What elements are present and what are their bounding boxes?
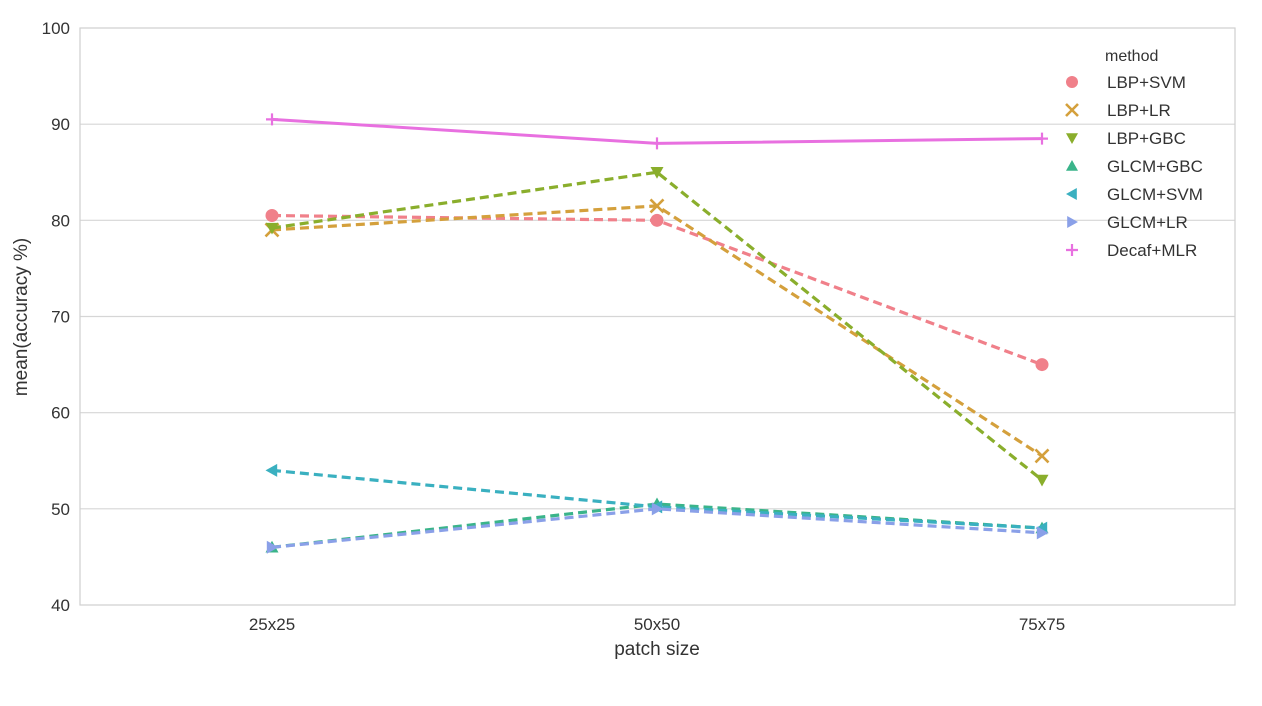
data-point xyxy=(266,540,279,554)
y-axis-ticks: 40 50 60 70 80 90 100 xyxy=(42,19,70,615)
data-point xyxy=(650,167,664,179)
legend-item: Decaf+MLR xyxy=(1066,241,1197,260)
legend-marker xyxy=(1066,76,1078,88)
legend-label: LBP+GBC xyxy=(1107,129,1186,148)
data-point xyxy=(1036,132,1048,145)
x-axis-ticks: 25x25 50x50 75x75 xyxy=(249,615,1065,634)
series-lbp-gbc xyxy=(265,167,1049,487)
legend-item: LBP+SVM xyxy=(1066,73,1186,92)
data-point xyxy=(265,222,279,235)
series-line xyxy=(271,213,1043,367)
x-tick-label: 25x25 xyxy=(249,615,295,634)
series-layer xyxy=(264,113,1050,554)
series-lbp-svm xyxy=(265,209,1049,372)
legend-item: LBP+LR xyxy=(1065,101,1171,120)
y-tick-label: 50 xyxy=(51,500,70,519)
data-point xyxy=(1034,448,1050,464)
legend-title: method xyxy=(1105,48,1158,65)
plot-area xyxy=(79,27,1236,606)
legend-marker xyxy=(1066,244,1078,256)
legend-items: LBP+SVM LBP+LR LBP+GBC GLCM+GBC GLCM+SVM GLCM… xyxy=(1065,73,1203,260)
data-point xyxy=(1035,474,1049,487)
series-line xyxy=(271,204,1043,458)
legend-marker xyxy=(1066,133,1078,144)
legend-label: LBP+LR xyxy=(1107,101,1171,120)
data-point xyxy=(651,502,664,516)
data-point xyxy=(265,463,278,477)
legend-item: GLCM+GBC xyxy=(1066,157,1203,176)
legend-item: LBP+GBC xyxy=(1066,129,1186,148)
series-decaf-mlr xyxy=(266,113,1048,150)
legend-marker xyxy=(1066,188,1077,200)
x-tick-label: 50x50 xyxy=(634,615,680,634)
data-point xyxy=(265,209,279,223)
data-point xyxy=(266,113,278,126)
y-tick-label: 80 xyxy=(51,211,70,230)
legend-label: GLCM+SVM xyxy=(1107,185,1203,204)
y-tick-label: 60 xyxy=(51,404,70,423)
series-line xyxy=(271,507,1043,549)
legend-label: GLCM+LR xyxy=(1107,213,1188,232)
data-point xyxy=(650,213,664,227)
y-tick-label: 40 xyxy=(51,596,70,615)
legend-label: GLCM+GBC xyxy=(1107,157,1203,176)
legend-label: LBP+SVM xyxy=(1107,73,1186,92)
x-axis-label: patch size xyxy=(614,639,700,660)
series-lbp-lr xyxy=(264,198,1050,464)
legend-marker xyxy=(1065,103,1079,117)
y-tick-label: 90 xyxy=(51,115,70,134)
legend-item: GLCM+SVM xyxy=(1066,185,1203,204)
data-point xyxy=(1035,358,1049,372)
legend-marker xyxy=(1066,160,1078,171)
y-axis-label: mean(accuracy %) xyxy=(11,238,32,396)
y-tick-label: 100 xyxy=(42,19,70,38)
data-point xyxy=(649,198,665,214)
data-point xyxy=(1036,526,1049,540)
legend-label: Decaf+MLR xyxy=(1107,241,1197,260)
series-line xyxy=(271,170,1043,482)
legend-item: GLCM+LR xyxy=(1067,213,1188,232)
series-glcm-lr xyxy=(266,502,1049,554)
legend: method LBP+SVM LBP+LR LBP+GBC GLCM+GBC GLCM+… xyxy=(1065,48,1203,260)
legend-marker xyxy=(1067,216,1078,228)
y-tick-label: 70 xyxy=(51,308,70,327)
x-tick-label: 75x75 xyxy=(1019,615,1065,634)
gridlines xyxy=(80,123,1235,510)
data-point xyxy=(651,137,663,150)
